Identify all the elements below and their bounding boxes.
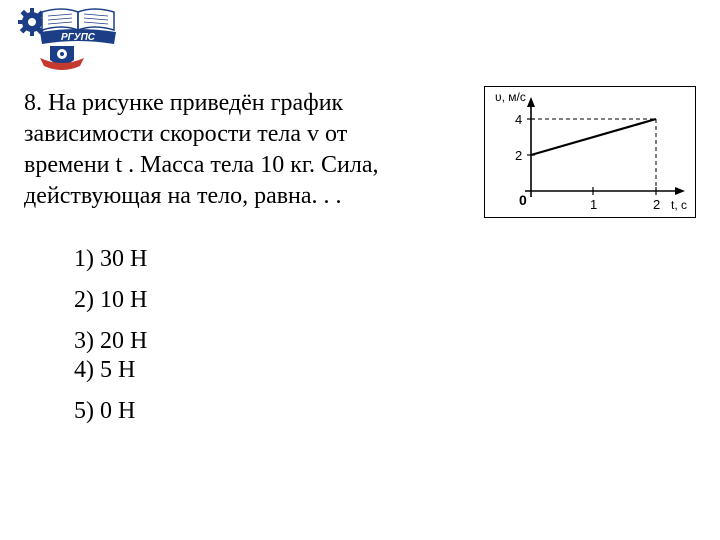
- logo-banner-text: РГУПС: [61, 32, 96, 43]
- question-text: 8. На рисунке приведён график зависимост…: [24, 88, 434, 149]
- chart-ylabel: υ, м/с: [495, 90, 526, 104]
- answer-option-3: 3) 20 Н: [74, 328, 147, 355]
- question-line-1: 8. На рисунке приведён график: [24, 90, 343, 116]
- answer-option-1-label: 1) 30 Н: [74, 246, 147, 272]
- chart-ytick-4: 4: [515, 112, 522, 127]
- answer-option-3-label: 3) 20 Н: [74, 328, 147, 354]
- answer-option-5: 5) 0 Н: [74, 398, 147, 425]
- page: РГУПС 8. На рисунке приведён график зави…: [0, 0, 720, 540]
- answer-option-2: 2) 10 Н: [74, 287, 147, 314]
- chart-xtick-1: 1: [590, 197, 597, 212]
- chart-ytick-2: 2: [515, 148, 522, 163]
- institution-logo: РГУПС: [18, 8, 118, 70]
- answer-list: 1) 30 Н 2) 10 Н 3) 20 Н 4) 5 Н 5) 0 Н: [74, 246, 147, 439]
- answer-option-5-label: 5) 0 Н: [74, 398, 135, 424]
- question-line-4: действующая на тело, равна. . .: [24, 183, 342, 209]
- answer-option-1: 1) 30 Н: [74, 246, 147, 273]
- answer-option-2-label: 2) 10 Н: [74, 287, 147, 313]
- answer-option-4: 4) 5 Н: [74, 357, 147, 384]
- chart-data-line: [531, 119, 656, 155]
- chart-xtick-2: 2: [653, 197, 660, 212]
- chart-origin: 0: [519, 192, 527, 208]
- question-line-2: зависимости скорости тела v от: [24, 121, 347, 147]
- velocity-time-chart: υ, м/с 2 4 1 2 0 t, с: [484, 86, 696, 218]
- question-text-tail: времени t . Масса тела 10 кг. Сила, дейс…: [24, 150, 564, 211]
- answer-option-4-label: 4) 5 Н: [74, 357, 135, 383]
- chart-xlabel: t, с: [671, 198, 687, 212]
- question-line-3: времени t . Масса тела 10 кг. Сила,: [24, 152, 378, 178]
